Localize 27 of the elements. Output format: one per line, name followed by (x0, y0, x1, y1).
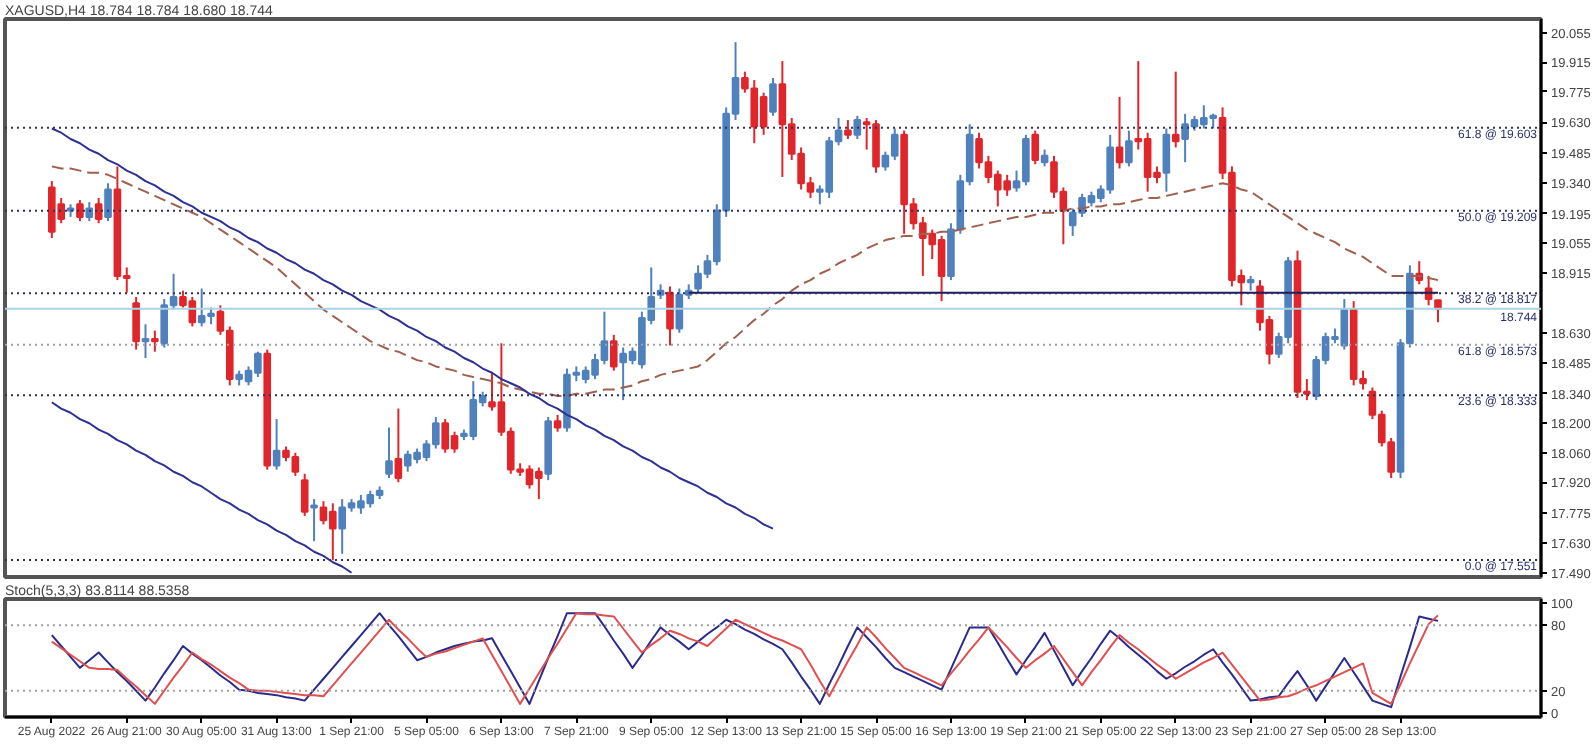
line-series (50, 165, 1439, 397)
candlestick (300, 472, 309, 517)
candlestick (141, 323, 150, 360)
candlestick (769, 76, 777, 117)
candlestick (160, 298, 169, 349)
line-series (50, 401, 353, 574)
candlestick (844, 119, 852, 141)
candlestick (666, 285, 674, 347)
candlestick (394, 407, 403, 484)
candlestick (132, 295, 140, 351)
candlestick (1162, 127, 1171, 193)
candlestick (609, 333, 618, 372)
candlestick (1171, 70, 1180, 149)
candlestick (85, 201, 94, 223)
candlestick (151, 329, 159, 353)
line-series (50, 127, 774, 530)
candlestick (947, 222, 955, 282)
candlestick (310, 498, 318, 543)
candlestick (94, 196, 103, 225)
candlestick (890, 127, 899, 162)
candlestick (1125, 129, 1133, 168)
candlestick (1031, 129, 1040, 166)
candlestick (76, 199, 84, 223)
candlestick (272, 418, 281, 471)
candlestick (1115, 95, 1124, 170)
candlestick (385, 426, 393, 480)
candlestick (104, 182, 112, 223)
